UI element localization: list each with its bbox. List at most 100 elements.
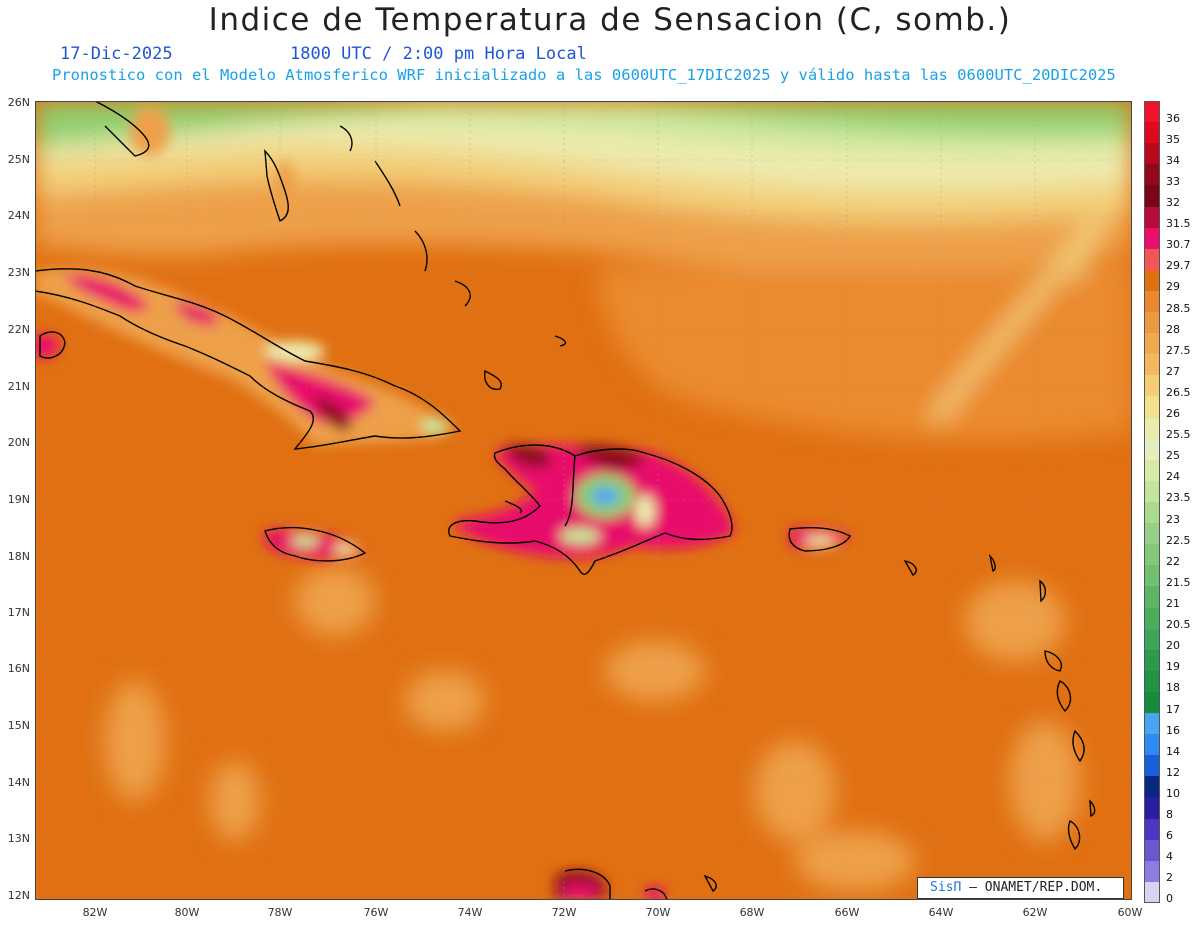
color-legend-swatch <box>1144 438 1160 461</box>
color-legend-swatch <box>1144 185 1160 207</box>
color-legend-label: 31.5 <box>1166 217 1191 231</box>
coastlines <box>35 101 1096 900</box>
color-legend-label: 28 <box>1166 322 1180 336</box>
color-legend-swatch <box>1144 375 1160 397</box>
lon-label: 70W <box>645 906 671 919</box>
color-legend-label: 27 <box>1166 364 1180 378</box>
color-legend-swatch <box>1144 797 1160 820</box>
color-legend-swatch <box>1144 670 1160 693</box>
color-legend-label: 16 <box>1166 723 1180 737</box>
color-legend-swatch <box>1144 628 1160 651</box>
color-legend-swatch <box>1144 502 1160 524</box>
color-legend-label: 21 <box>1166 596 1180 610</box>
color-legend-label: 29 <box>1166 280 1180 294</box>
color-legend-swatch <box>1144 354 1160 376</box>
color-legend-label: 26.5 <box>1166 385 1191 399</box>
lat-label: 19N <box>7 493 30 506</box>
color-legend-swatch <box>1144 417 1160 440</box>
lon-label: 80W <box>174 906 200 919</box>
lat-label: 24N <box>7 209 30 222</box>
color-legend-label: 26 <box>1166 407 1180 421</box>
color-legend-swatch <box>1144 755 1160 777</box>
color-legend-label: 0 <box>1166 892 1173 906</box>
lon-label: 66W <box>834 906 860 919</box>
color-legend-label: 35 <box>1166 132 1180 146</box>
color-legend-swatch <box>1144 565 1160 587</box>
color-legend-swatch <box>1144 248 1160 271</box>
forecast-time: 1800 UTC / 2:00 pm Hora Local <box>290 44 587 64</box>
lon-label: 82W <box>82 906 108 919</box>
color-legend-label: 2 <box>1166 871 1173 885</box>
color-legend-swatch <box>1144 206 1160 229</box>
color-legend-label: 23.5 <box>1166 491 1191 505</box>
color-legend-label: 20 <box>1166 639 1180 653</box>
forecast-description: Pronostico con el Modelo Atmosferico WRF… <box>52 66 1116 84</box>
color-legend-label: 24 <box>1166 470 1180 484</box>
color-legend-swatch <box>1144 713 1160 735</box>
credit-box: SisΠ – ONAMET/REP.DOM. <box>917 877 1124 899</box>
color-legend-swatch <box>1144 333 1160 355</box>
color-legend-swatch <box>1144 290 1160 313</box>
color-legend-swatch <box>1144 122 1160 144</box>
lon-label: 76W <box>363 906 389 919</box>
color-legend-label: 22 <box>1166 554 1180 568</box>
color-legend-swatch <box>1144 839 1160 862</box>
lat-label: 22N <box>7 323 30 336</box>
color-legend-swatch <box>1144 101 1160 123</box>
lat-label: 15N <box>7 719 30 732</box>
color-legend-swatch <box>1144 312 1160 334</box>
color-legend-swatch <box>1144 544 1160 566</box>
color-legend-label: 33 <box>1166 174 1180 188</box>
color-legend-swatch <box>1144 164 1160 186</box>
temperature-field <box>35 101 1132 891</box>
color-legend-label: 23 <box>1166 512 1180 526</box>
color-legend-swatch <box>1144 860 1160 883</box>
credit-brand: SisΠ <box>930 880 962 895</box>
color-legend-label: 30.7 <box>1166 238 1191 252</box>
color-legend-swatch <box>1144 459 1160 482</box>
map-title: Indice de Temperatura de Sensacion (C, s… <box>208 2 1012 38</box>
color-legend-swatch <box>1144 691 1160 714</box>
credit-text: – ONAMET/REP.DOM. <box>969 880 1103 895</box>
lat-label: 26N <box>7 96 30 109</box>
lat-label: 25N <box>7 153 30 166</box>
color-legend-label: 20.5 <box>1166 618 1191 632</box>
lat-label: 21N <box>7 380 30 393</box>
color-legend-label: 18 <box>1166 681 1180 695</box>
lon-label: 78W <box>267 906 293 919</box>
color-legend-label: 28.5 <box>1166 301 1191 315</box>
lat-label: 20N <box>7 436 30 449</box>
color-legend-swatch <box>1144 480 1160 503</box>
color-legend-swatch <box>1144 143 1160 165</box>
color-legend-swatch <box>1144 649 1160 672</box>
color-legend-label: 10 <box>1166 786 1180 800</box>
color-legend-label: 19 <box>1166 660 1180 674</box>
lat-label: 17N <box>7 606 30 619</box>
lat-label: 12N <box>7 889 30 902</box>
color-legend-label: 27.5 <box>1166 343 1191 357</box>
lon-label: 72W <box>551 906 577 919</box>
lat-label: 18N <box>7 550 30 563</box>
map-frame <box>35 101 1132 900</box>
heat-index-map <box>35 101 1132 900</box>
color-legend-label: 36 <box>1166 111 1180 125</box>
color-legend-swatch <box>1144 607 1160 630</box>
color-legend-label: 34 <box>1166 153 1180 167</box>
color-legend-label: 6 <box>1166 829 1173 843</box>
land-heat-patterns <box>35 106 850 900</box>
lon-label: 74W <box>457 906 483 919</box>
color-legend-label: 21.5 <box>1166 575 1191 589</box>
lon-label: 64W <box>928 906 954 919</box>
color-legend-label: 25.5 <box>1166 428 1191 442</box>
lon-label: 62W <box>1022 906 1048 919</box>
color-legend-swatch <box>1144 776 1160 798</box>
graticule <box>35 101 1132 900</box>
color-legend-swatch <box>1144 523 1160 545</box>
color-legend-label: 22.5 <box>1166 533 1191 547</box>
color-legend-swatch <box>1144 818 1160 841</box>
color-legend-label: 32 <box>1166 195 1180 209</box>
color-legend-swatch <box>1144 586 1160 608</box>
color-legend-swatch <box>1144 881 1160 904</box>
lat-label: 16N <box>7 662 30 675</box>
color-legend-label: 8 <box>1166 808 1173 822</box>
